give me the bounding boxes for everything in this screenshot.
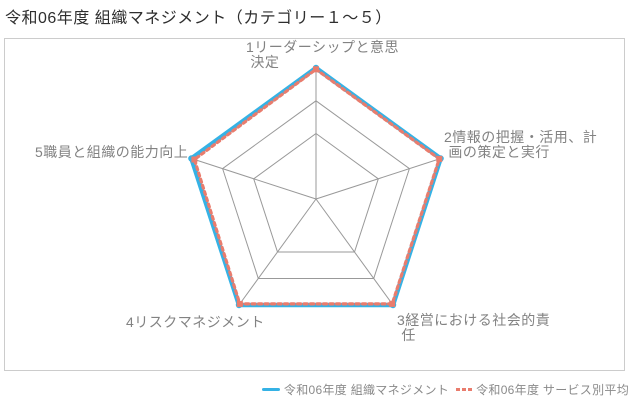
series-marker <box>436 155 443 162</box>
series-line-average <box>192 67 441 306</box>
legend-item-label: 令和06年度 組織マネジメント <box>283 382 450 397</box>
axis-label-leadership: 1リーダーシップと意思 決定 <box>246 39 400 70</box>
series-marker <box>191 156 198 163</box>
axis-label-social-responsibility: 3経営における社会的責 任 <box>397 312 551 343</box>
axis-label-risk-management: 4リスクマネジメント <box>126 314 265 330</box>
axis-spoke <box>238 198 317 306</box>
grid-ring <box>253 132 379 253</box>
axis-spoke <box>315 198 394 306</box>
plot-area <box>4 38 625 371</box>
series-marker <box>389 300 396 307</box>
legend-item-series-2[interactable]: 令和06年度 サービス別平均 <box>456 381 629 398</box>
grid-ring <box>222 100 410 279</box>
legend: 令和06年度 組織マネジメント 令和06年度 サービス別平均 <box>261 380 629 398</box>
axis-spoke <box>191 158 317 200</box>
axis-label-capability: 5職員と組織の能力向上 <box>35 144 189 160</box>
dotted-line-swatch-icon <box>456 387 473 391</box>
axis-spoke <box>315 158 441 200</box>
series-marker <box>313 66 319 73</box>
axis-label-information: 2情報の把握・活用、計 画の策定と実行 <box>444 129 598 160</box>
legend-item-series-1[interactable]: 令和06年度 組織マネジメント <box>261 381 450 398</box>
legend-item-label: 令和06年度 サービス別平均 <box>476 382 629 397</box>
page-title: 令和06年度 組織マネジメント（カテゴリー１～５） <box>5 10 392 27</box>
solid-line-swatch-icon <box>261 387 280 391</box>
series-marker <box>236 300 243 307</box>
